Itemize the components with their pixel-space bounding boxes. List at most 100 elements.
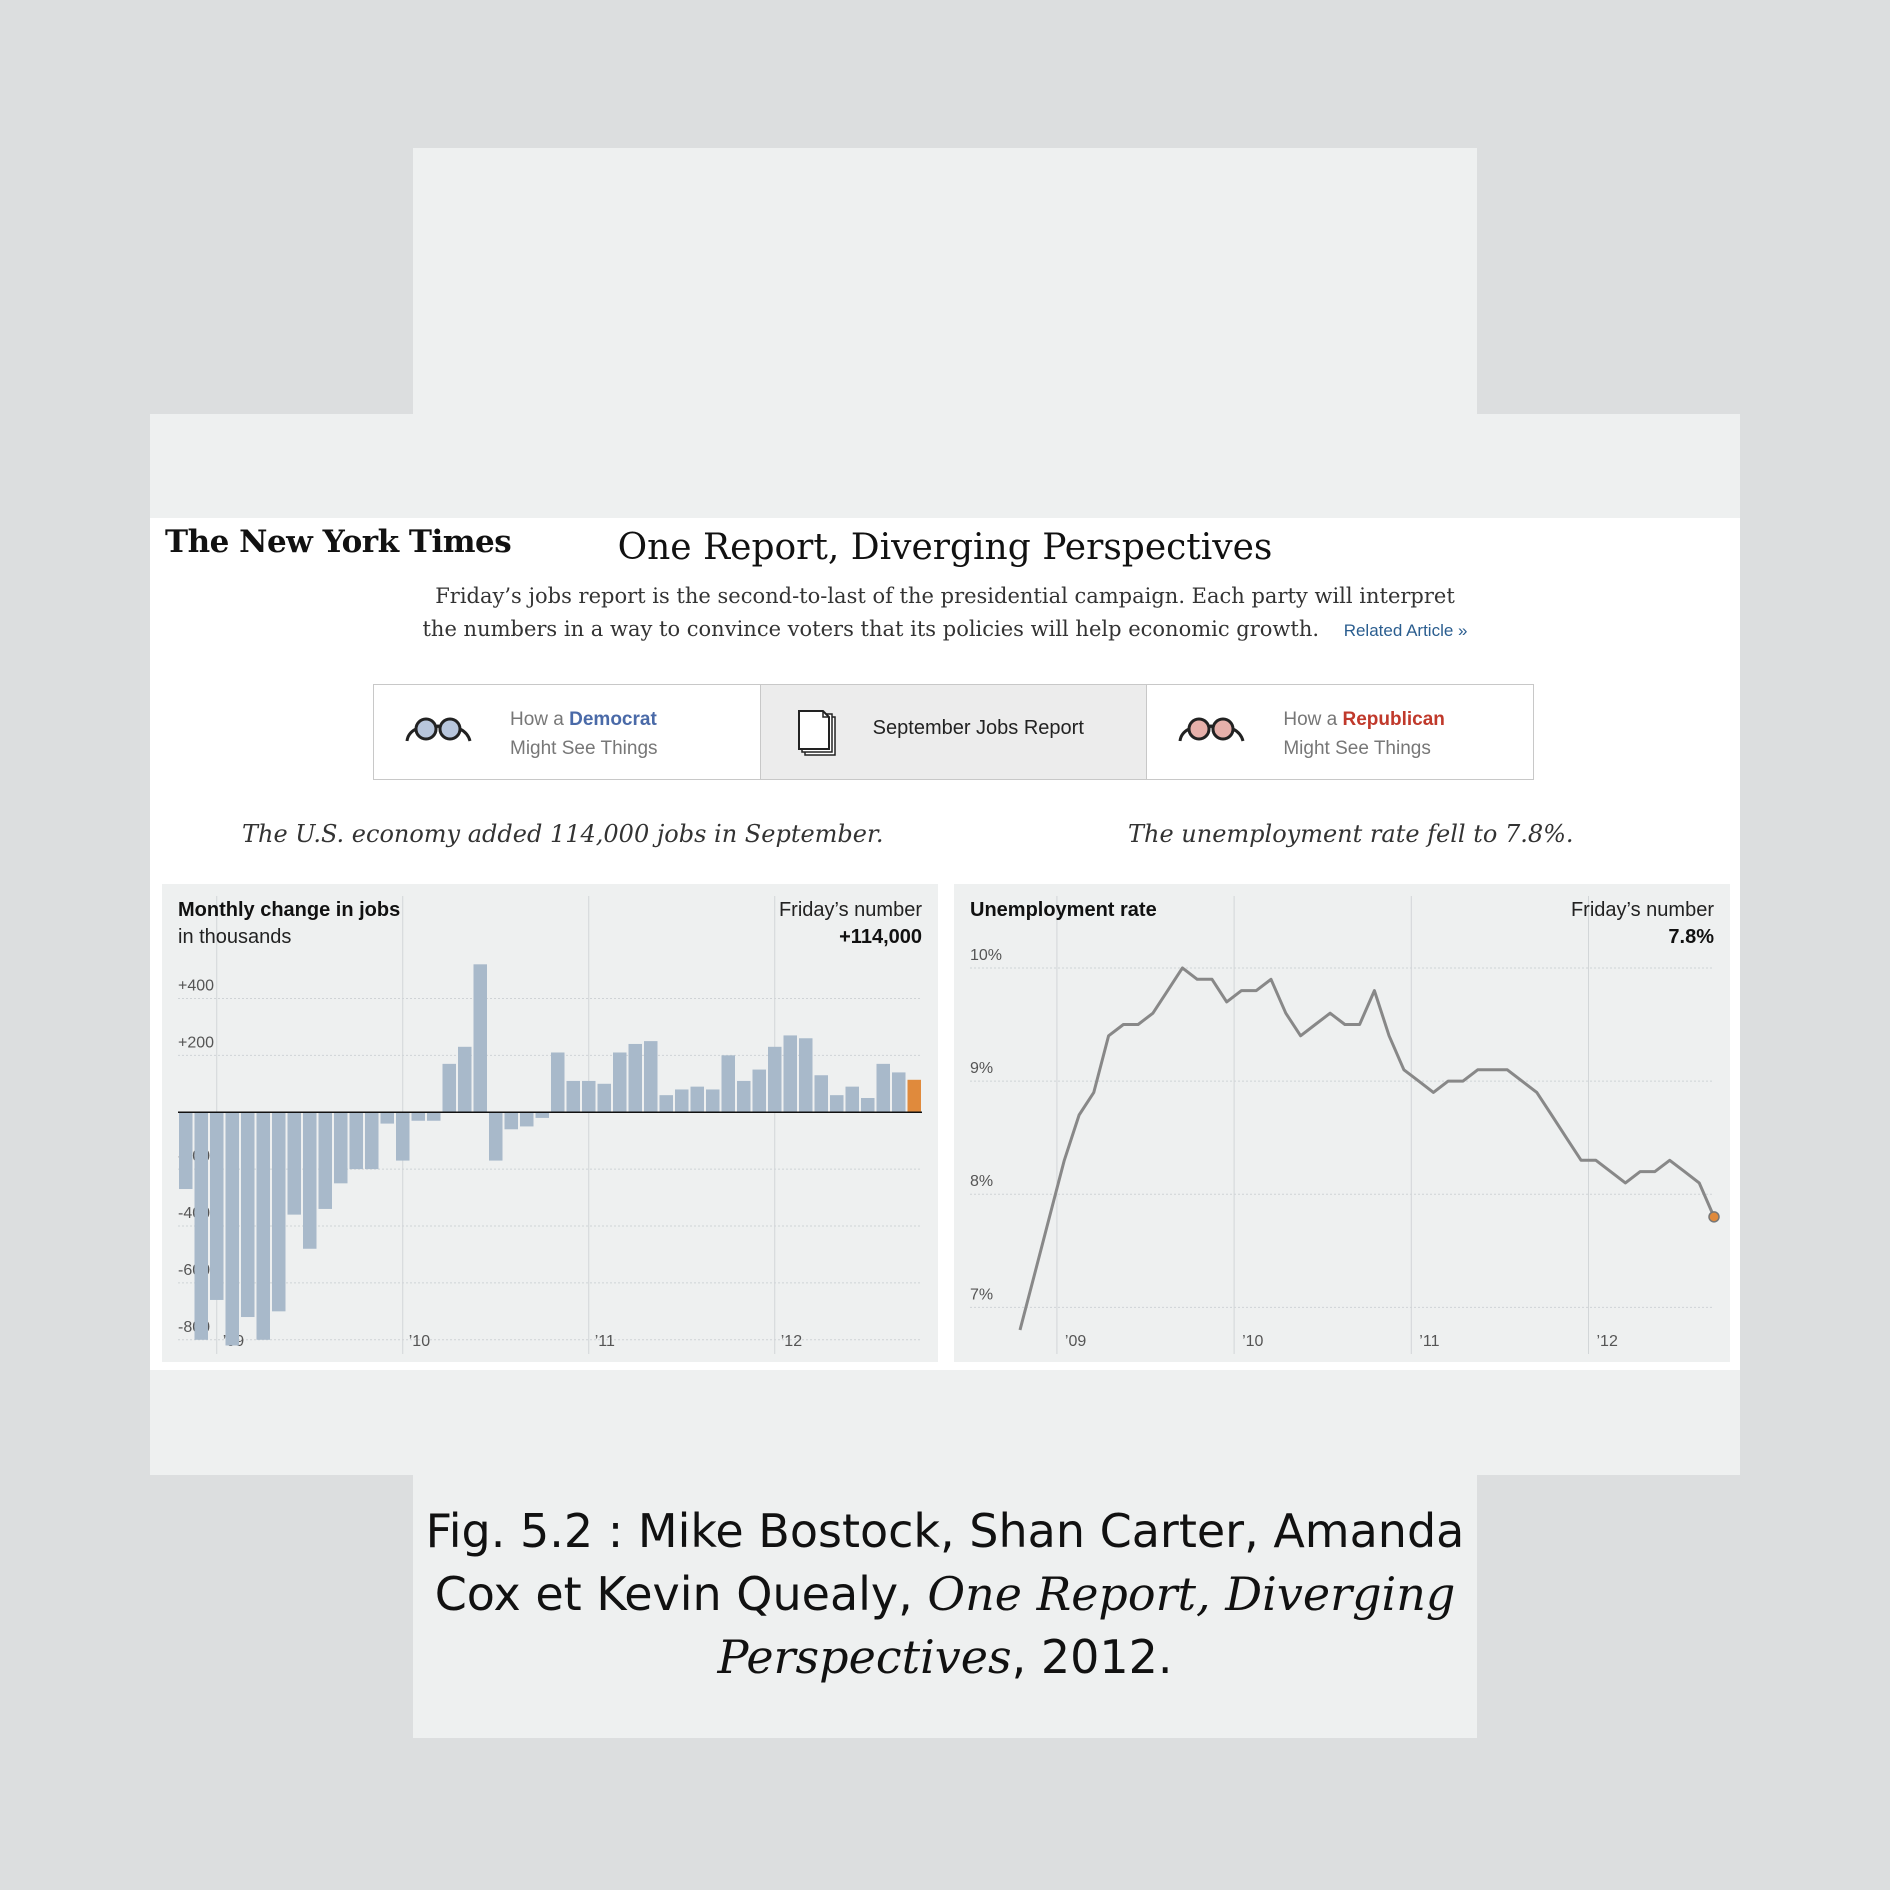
bar	[551, 1052, 565, 1113]
bar	[690, 1086, 704, 1113]
bar	[752, 1069, 766, 1113]
y-tick-label: 7%	[970, 1286, 993, 1303]
bar	[535, 1112, 549, 1118]
tab-september-jobs-report[interactable]: September Jobs Report	[760, 685, 1148, 779]
bar	[318, 1112, 332, 1209]
annotation-value: +114,000	[839, 926, 922, 948]
bar	[179, 1112, 193, 1190]
x-tick-label: ’11	[1419, 1333, 1439, 1350]
bar	[768, 1046, 782, 1113]
bar	[225, 1112, 239, 1346]
glasses-icon	[1178, 717, 1245, 742]
bar	[411, 1112, 425, 1121]
glasses-icon	[405, 717, 472, 742]
jobs-chart-panel: +400+200-200-400-600-800’09’10’11’12Mont…	[162, 884, 938, 1362]
bar	[473, 964, 487, 1113]
bar	[845, 1086, 859, 1113]
bar	[814, 1075, 828, 1113]
figure-caption-prefix: Fig. 5.2 : Mike Bostock, Shan Carter, Am…	[425, 1504, 1465, 1621]
annotation-label: Friday’s number	[1571, 899, 1714, 921]
tab-republican-line2: Might See Things	[1283, 738, 1431, 759]
tab-september-label: September Jobs Report	[872, 717, 1084, 739]
y-tick-label: 10%	[970, 947, 1002, 964]
bar	[644, 1041, 658, 1113]
related-article-link[interactable]: Related Article »	[1343, 621, 1468, 640]
republican-label: Republican	[1342, 709, 1445, 730]
document-icon	[797, 710, 836, 756]
bar	[566, 1080, 580, 1113]
bar	[628, 1043, 642, 1113]
bar	[272, 1112, 286, 1312]
bar	[241, 1112, 255, 1318]
bar	[675, 1089, 689, 1113]
figure-caption-title: One Report, Diverging Perspectives	[717, 1567, 1456, 1684]
bar	[210, 1112, 224, 1300]
tab-democrat-prefix: How a	[510, 709, 564, 730]
bar	[287, 1112, 301, 1215]
bar	[256, 1112, 270, 1340]
bar	[458, 1046, 472, 1113]
background-panel-bottom	[413, 1475, 1477, 1738]
tab-democrat[interactable]: How a Democrat Might See Things	[374, 685, 761, 779]
latest-point	[1708, 1211, 1720, 1223]
bar	[876, 1063, 890, 1113]
bar	[706, 1089, 720, 1113]
bar	[892, 1072, 906, 1113]
bar	[659, 1095, 673, 1113]
unemployment-caption: The unemployment rate fell to 7.8%.	[1128, 820, 1574, 848]
bar	[334, 1112, 348, 1184]
bar	[582, 1080, 596, 1113]
x-tick-label: ’12	[781, 1333, 802, 1350]
nyt-logo[interactable]: The New York Times	[165, 524, 512, 560]
x-tick-label: ’10	[409, 1333, 430, 1350]
bar	[427, 1112, 441, 1121]
figure-caption-suffix: , 2012.	[1011, 1630, 1173, 1684]
x-tick-label: ’12	[1596, 1333, 1617, 1350]
page-title: One Report, Diverging Perspectives	[617, 527, 1273, 568]
bar	[380, 1112, 394, 1124]
tab-democrat-line2: Might See Things	[510, 738, 658, 759]
bar	[783, 1035, 797, 1113]
background-panel-top	[413, 148, 1477, 414]
y-tick-label: 8%	[970, 1173, 993, 1190]
perspective-tabs: How a Democrat Might See Things Septembe…	[373, 684, 1534, 780]
series-line	[1018, 966, 1716, 1331]
x-tick-label: ’10	[1242, 1333, 1263, 1350]
bar	[799, 1038, 813, 1113]
x-tick-label: ’09	[1065, 1333, 1086, 1350]
figure-caption: Fig. 5.2 : Mike Bostock, Shan Carter, Am…	[413, 1500, 1477, 1689]
highlight-bar	[907, 1079, 921, 1113]
bar	[597, 1083, 611, 1113]
bar	[504, 1112, 518, 1130]
x-tick-label: ’11	[595, 1333, 615, 1350]
y-tick-label: +200	[178, 1034, 214, 1051]
bar	[365, 1112, 379, 1170]
bar	[520, 1112, 534, 1127]
jobs-caption: The U.S. economy added 114,000 jobs in S…	[242, 820, 884, 848]
tab-republican-text: How a Republican Might See Things	[1283, 705, 1445, 763]
bar	[613, 1052, 627, 1113]
tab-republican[interactable]: How a Republican Might See Things	[1147, 685, 1533, 779]
jobs-chart: +400+200-200-400-600-800’09’10’11’12Mont…	[178, 896, 922, 1354]
bar	[396, 1112, 410, 1161]
chart-title: Unemployment rate	[970, 899, 1157, 921]
bar	[194, 1112, 208, 1340]
democrat-label: Democrat	[569, 709, 657, 730]
bar	[442, 1063, 456, 1113]
bar	[489, 1112, 503, 1161]
unemployment-chart: 10% 9% 8% 7% ’09 ’10 ’11 ’12 Unemployment rate Fr…	[970, 896, 1720, 1354]
annotation-value: 7.8%	[1668, 926, 1714, 948]
tab-republican-prefix: How a	[1283, 709, 1338, 730]
tab-democrat-text: How a Democrat Might See Things	[510, 705, 658, 763]
bar	[349, 1112, 363, 1170]
annotation-label: Friday’s number	[779, 899, 922, 921]
chart-subtitle: in thousands	[178, 926, 291, 948]
unemployment-chart-panel: 10% 9% 8% 7% ’09 ’10 ’11 ’12 Unemployment rate Fr…	[954, 884, 1730, 1362]
chart-title: Monthly change in jobs	[178, 899, 400, 921]
intro-text: Friday’s jobs report is the second-to-la…	[420, 580, 1470, 647]
intro-paragraph: Friday’s jobs report is the second-to-la…	[422, 584, 1455, 641]
bar	[830, 1095, 844, 1113]
bar	[737, 1080, 751, 1113]
bar	[721, 1055, 735, 1113]
y-tick-label: +400	[178, 977, 214, 994]
